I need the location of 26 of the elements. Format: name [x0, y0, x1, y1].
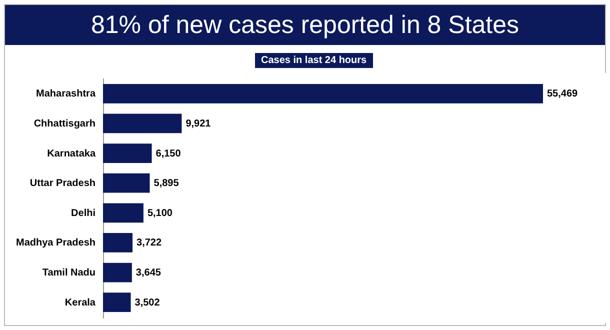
- data-label: 5,895: [154, 178, 180, 190]
- bar: [103, 173, 150, 193]
- y-tick-label: Karnataka: [47, 148, 96, 160]
- bar: [103, 84, 543, 104]
- data-label: 55,469: [547, 88, 578, 100]
- data-label: 5,100: [147, 208, 173, 219]
- bar: [103, 262, 132, 282]
- bar: [103, 233, 133, 252]
- y-tick-label: Kerala: [64, 297, 96, 308]
- y-tick-label: Tamil Nadu: [42, 268, 96, 279]
- bar: [103, 203, 144, 223]
- y-tick-label: Delhi: [71, 208, 96, 219]
- y-tick-label: Chhattisgarh: [34, 118, 96, 130]
- bar: [103, 144, 152, 163]
- data-label: 9,921: [186, 118, 212, 130]
- data-label: 3,502: [134, 297, 160, 308]
- bar: [103, 292, 131, 312]
- bar: [103, 114, 182, 134]
- y-tick-label: Maharashtra: [36, 88, 96, 100]
- chart-subtitle: Cases in last 24 hours: [255, 53, 373, 68]
- y-tick-label: Madhya Pradesh: [16, 238, 96, 249]
- y-tick-label: Uttar Pradesh: [30, 178, 96, 190]
- chart-title: 81% of new cases reported in 8 States: [5, 5, 605, 45]
- data-label: 6,150: [156, 148, 182, 160]
- data-label: 3,722: [136, 238, 162, 249]
- data-label: 3,645: [136, 268, 162, 279]
